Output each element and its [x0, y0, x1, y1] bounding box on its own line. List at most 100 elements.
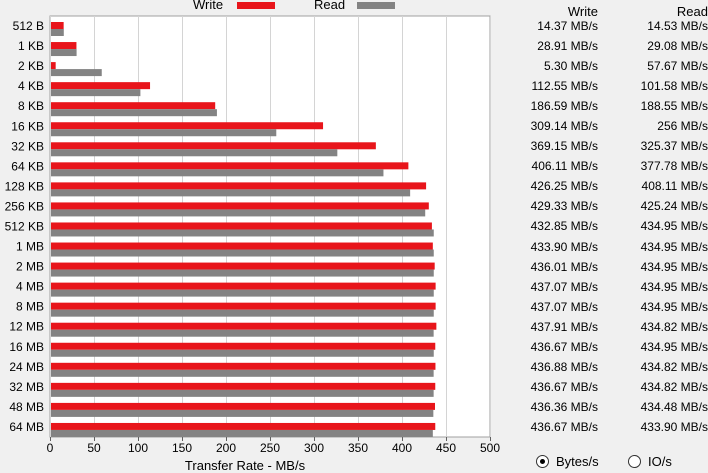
read-bar	[51, 369, 434, 377]
read-value: 434.82 MB/s	[640, 379, 708, 394]
radio-selected-dot	[540, 459, 545, 464]
x-tick-label: 150	[172, 441, 192, 455]
read-value: 434.95 MB/s	[640, 279, 708, 294]
read-value: 188.55 MB/s	[640, 99, 708, 114]
read-bar	[51, 249, 434, 257]
write-value: 186.59 MB/s	[530, 99, 598, 114]
write-value: 436.88 MB/s	[530, 359, 598, 374]
write-bar	[51, 362, 436, 370]
category-label: 24 MB	[9, 360, 44, 374]
read-value: 434.82 MB/s	[640, 359, 708, 374]
write-bar	[51, 242, 433, 250]
write-value: 436.67 MB/s	[530, 339, 598, 354]
transfer-rate-chart: 0 50 100 150 200 250 300 350 400 450 500 Transfer R…	[5, 15, 500, 473]
write-value: 437.07 MB/s	[530, 299, 598, 314]
read-bar	[51, 49, 77, 57]
x-tick-label: 450	[436, 441, 456, 455]
x-tick-label: 100	[128, 441, 148, 455]
read-bar	[51, 109, 217, 117]
x-tick-label: 250	[260, 441, 280, 455]
results-table: Write Read 14.37 MB/s 14.53 MB/s 28.91 MB/…	[500, 0, 708, 440]
write-bar	[51, 382, 436, 390]
category-label: 8 MB	[16, 300, 44, 314]
category-label: 32 MB	[9, 380, 44, 394]
bytes-per-second-label[interactable]: Bytes/s	[556, 454, 599, 469]
write-value: 28.91 MB/s	[537, 39, 598, 54]
read-value: 325.37 MB/s	[640, 139, 708, 154]
legend-read-swatch	[357, 2, 395, 9]
write-value: 429.33 MB/s	[530, 199, 598, 214]
read-value: 29.08 MB/s	[647, 39, 708, 54]
category-label: 64 KB	[11, 159, 44, 173]
write-bar	[51, 122, 324, 130]
write-bar	[51, 162, 409, 170]
category-label: 12 MB	[9, 320, 44, 334]
read-value: 256 MB/s	[657, 119, 708, 134]
category-label: 512 KB	[5, 220, 44, 234]
units-radio-group: Bytes/s IO/s	[536, 454, 706, 472]
write-bar	[51, 82, 151, 90]
x-tick-label: 400	[392, 441, 412, 455]
write-value: 432.85 MB/s	[530, 219, 598, 234]
read-value: 434.95 MB/s	[640, 219, 708, 234]
bytes-per-second-radio[interactable]	[536, 455, 549, 468]
read-value: 101.58 MB/s	[640, 79, 708, 94]
write-column-header: Write	[567, 4, 598, 19]
io-per-second-label[interactable]: IO/s	[648, 454, 672, 469]
write-value: 436.01 MB/s	[530, 259, 598, 274]
read-value: 434.48 MB/s	[640, 399, 708, 414]
write-bar	[51, 282, 436, 290]
legend-write-label: Write	[193, 0, 224, 12]
read-value: 433.90 MB/s	[640, 419, 708, 434]
category-label: 48 MB	[9, 400, 44, 414]
write-bar	[51, 22, 64, 29]
write-value: 5.30 MB/s	[543, 59, 598, 74]
write-bar	[51, 222, 432, 230]
category-label: 128 KB	[5, 179, 44, 193]
write-value: 436.67 MB/s	[530, 379, 598, 394]
read-bar	[51, 189, 411, 197]
category-label: 64 MB	[9, 420, 44, 434]
read-value: 14.53 MB/s	[647, 19, 708, 33]
read-bar	[51, 429, 433, 437]
read-value: 408.11 MB/s	[641, 179, 708, 194]
read-value: 434.95 MB/s	[640, 299, 708, 314]
write-value: 14.37 MB/s	[537, 19, 598, 33]
read-bar	[51, 269, 434, 277]
write-bar	[51, 322, 437, 330]
write-bar	[51, 402, 435, 410]
write-bar	[51, 422, 436, 430]
io-per-second-radio[interactable]	[628, 455, 641, 468]
write-value: 369.15 MB/s	[530, 139, 598, 154]
write-value: 309.14 MB/s	[530, 119, 598, 134]
write-bar	[51, 302, 436, 310]
read-bar	[51, 289, 434, 297]
read-bar	[51, 69, 102, 77]
read-bar	[51, 389, 434, 397]
write-value: 437.91 MB/s	[530, 319, 598, 334]
read-value: 57.67 MB/s	[647, 59, 708, 74]
x-tick-label: 350	[348, 441, 368, 455]
category-label: 2 KB	[18, 59, 44, 73]
category-label: 1 KB	[18, 39, 44, 53]
read-value: 425.24 MB/s	[640, 199, 708, 214]
write-value: 112.55 MB/s	[531, 79, 598, 94]
legend-write-swatch	[237, 2, 275, 9]
x-tick-label: 0	[47, 441, 54, 455]
write-bar	[51, 42, 77, 50]
write-value: 436.36 MB/s	[530, 399, 598, 414]
read-bar	[51, 409, 434, 417]
read-bar	[51, 169, 384, 177]
legend-read-label: Read	[314, 0, 346, 12]
category-label: 4 MB	[16, 280, 44, 294]
write-value: 436.67 MB/s	[530, 419, 598, 434]
read-value: 434.95 MB/s	[640, 339, 708, 354]
category-label: 512 B	[13, 19, 44, 33]
write-value: 433.90 MB/s	[530, 239, 598, 254]
write-bar	[51, 202, 429, 210]
chart-legend: Write Read	[0, 0, 500, 14]
read-bar	[51, 309, 434, 317]
category-label: 32 KB	[11, 139, 44, 153]
read-value: 434.95 MB/s	[640, 239, 708, 254]
read-bar	[51, 89, 141, 97]
